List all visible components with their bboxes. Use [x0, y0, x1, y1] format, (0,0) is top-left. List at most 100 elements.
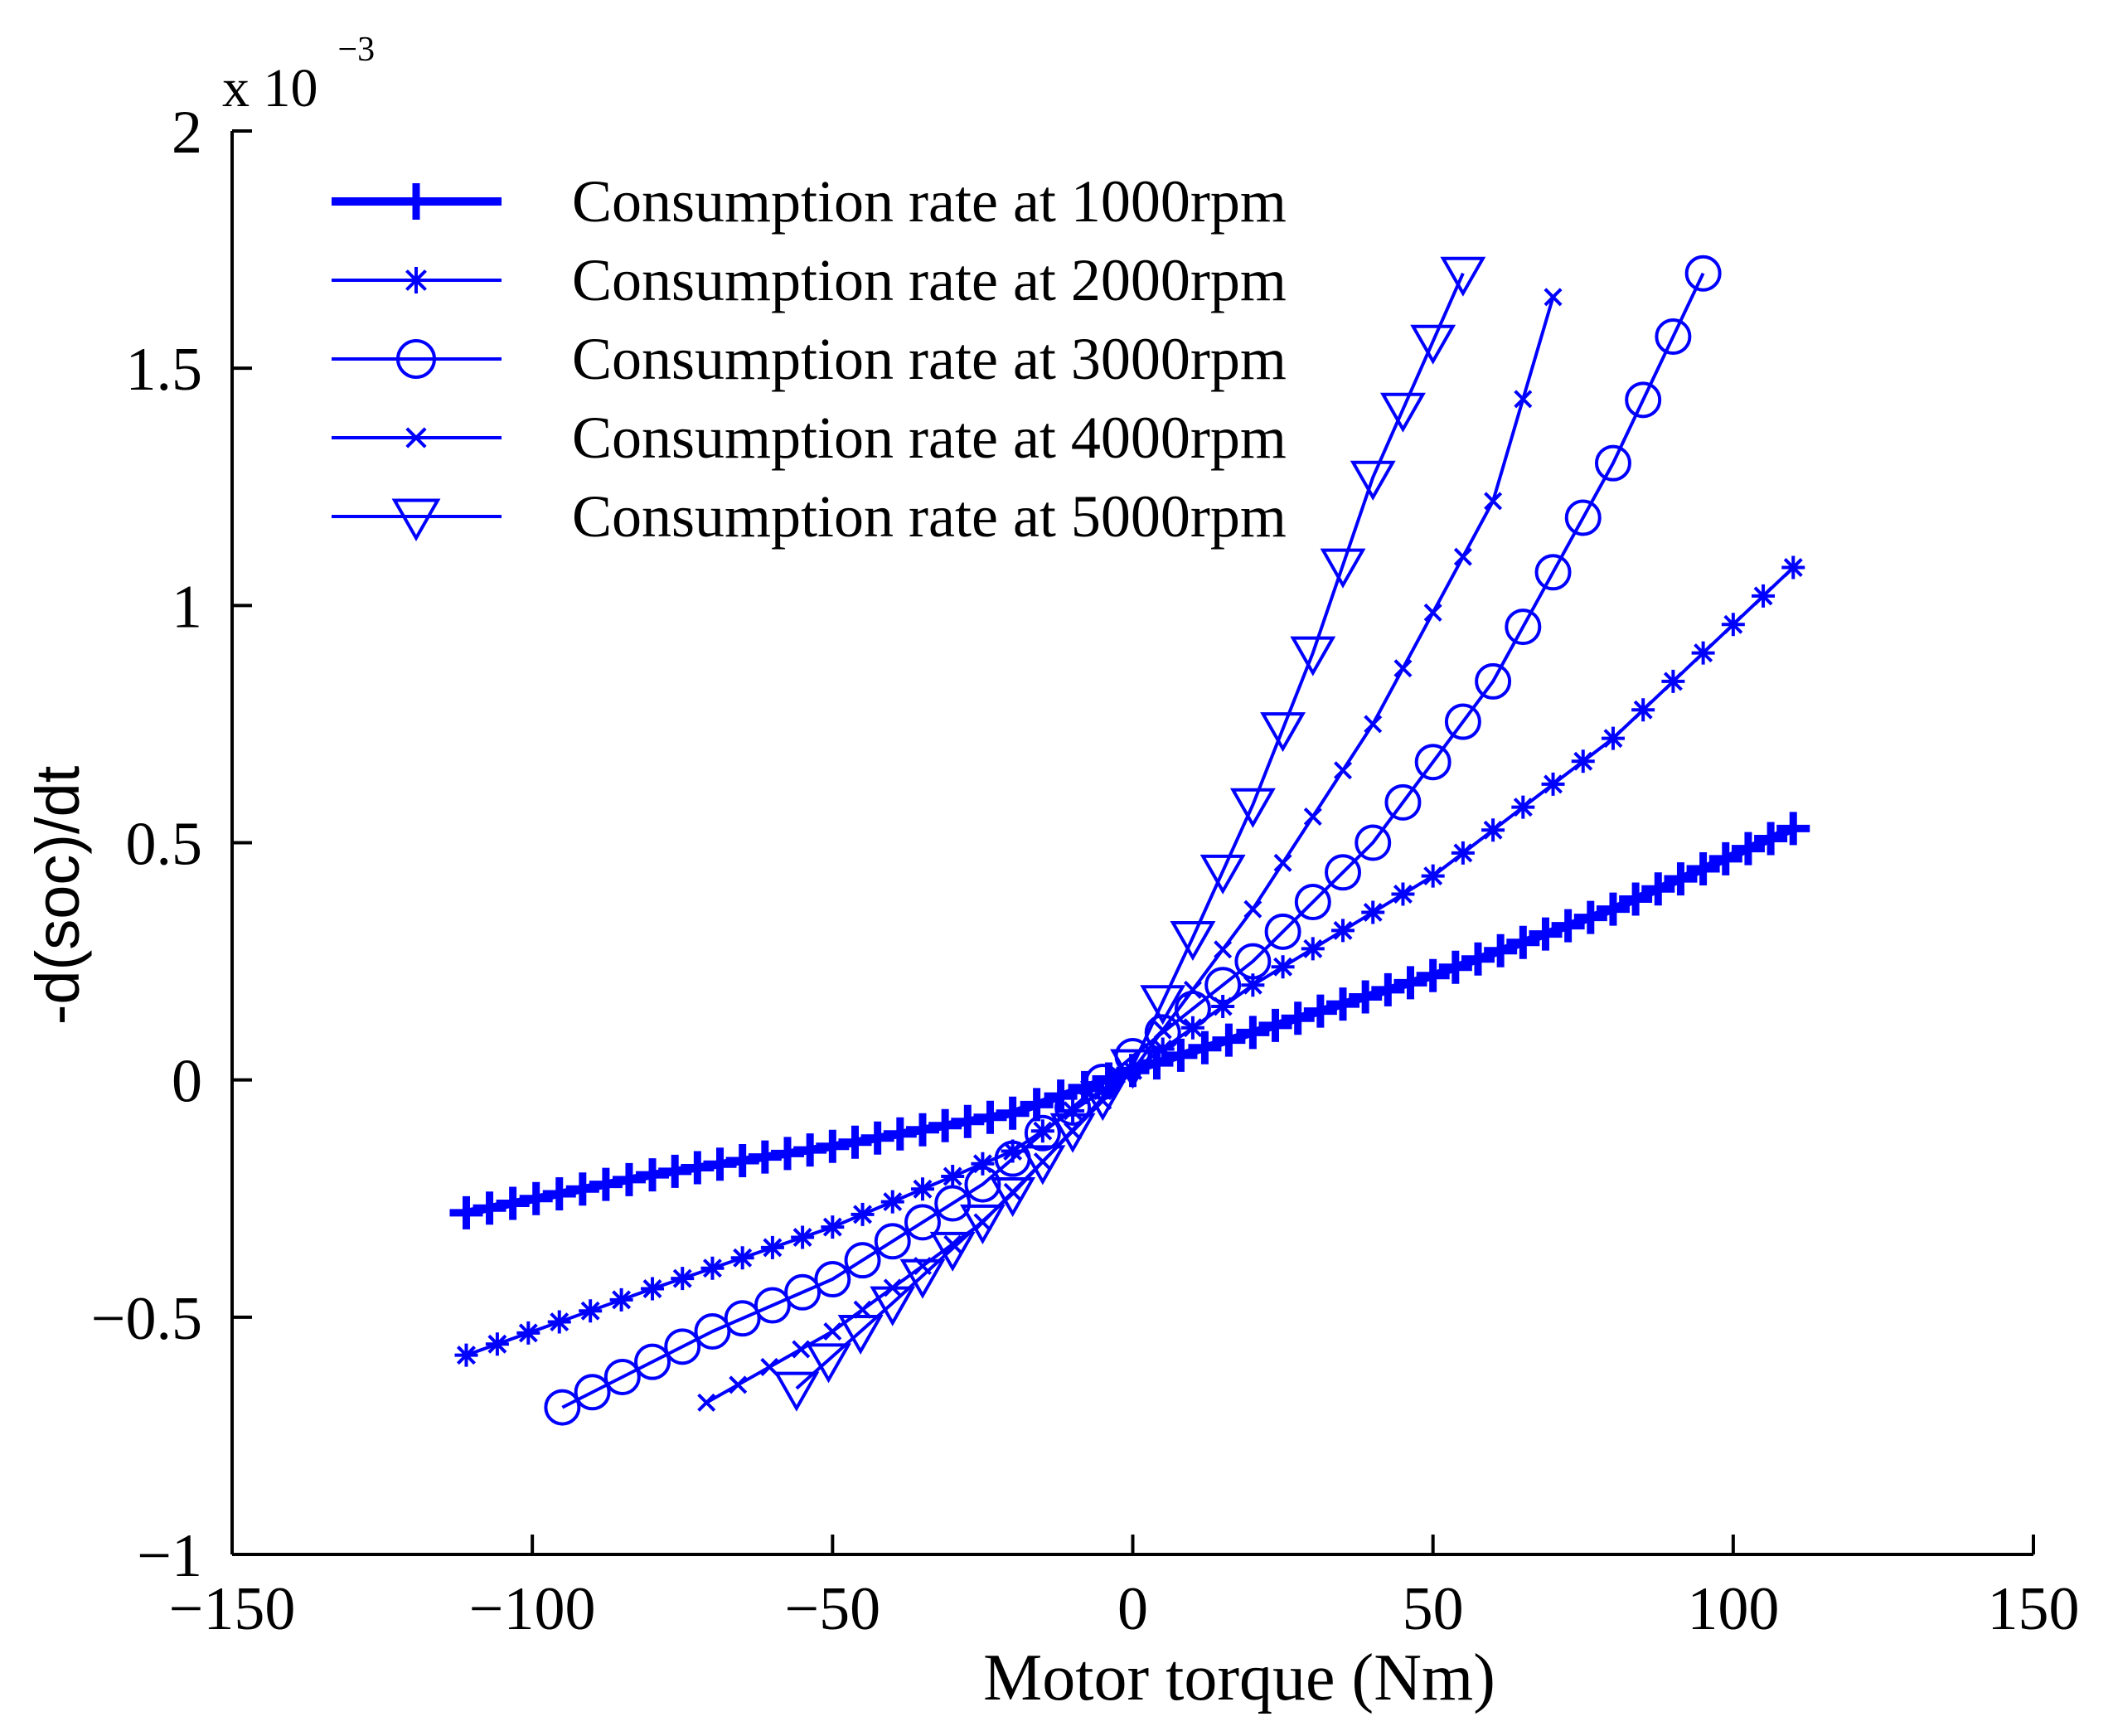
data-point — [1234, 943, 1272, 980]
asterisk-marker — [485, 1332, 509, 1356]
data-point — [1601, 726, 1625, 750]
asterisk-marker — [1180, 1016, 1204, 1040]
data-point — [838, 1125, 872, 1159]
asterisk-marker — [1571, 749, 1595, 773]
circle-marker — [396, 339, 436, 379]
x-marker — [1453, 547, 1472, 566]
data-point — [1229, 788, 1276, 828]
plus-marker — [1731, 832, 1765, 866]
data-point — [1326, 987, 1360, 1021]
data-point — [1110, 1049, 1156, 1089]
triangle-down-marker — [1020, 1145, 1066, 1186]
data-point — [990, 1177, 1036, 1218]
asterisk-marker — [910, 1177, 934, 1201]
asterisk-marker — [1301, 937, 1325, 961]
data-point — [634, 1343, 671, 1380]
triangle-down-marker — [1170, 920, 1216, 962]
data-point — [964, 1166, 1001, 1203]
circle-marker — [603, 1358, 641, 1395]
data-point — [405, 427, 427, 449]
data-point — [449, 1195, 483, 1229]
x-marker — [1334, 761, 1353, 780]
data-point — [1271, 955, 1295, 979]
data-point — [1423, 603, 1442, 622]
plus-marker — [449, 1195, 483, 1229]
data-point — [1661, 669, 1685, 693]
legend-label: Consumption rate at 2000rpm — [572, 247, 1287, 313]
data-point — [724, 1300, 761, 1337]
circle-marker — [1144, 1014, 1181, 1051]
data-point — [1301, 937, 1325, 961]
data-point — [1281, 1001, 1315, 1035]
asterisk-marker — [1541, 772, 1565, 796]
data-point — [851, 1202, 875, 1226]
data-point — [821, 1215, 845, 1239]
circle-marker — [634, 1343, 671, 1380]
x-axis-label: Motor torque (Nm) — [983, 1641, 1495, 1714]
data-point — [1438, 950, 1472, 984]
asterisk-marker — [880, 1190, 904, 1214]
y-tick-label: 2 — [172, 99, 202, 167]
data-point — [403, 267, 429, 293]
data-point — [1212, 1023, 1246, 1057]
data-point — [1153, 1021, 1172, 1040]
data-point — [773, 1371, 820, 1412]
series-line — [561, 272, 1705, 1409]
triangle-down-marker — [1410, 324, 1456, 365]
asterisk-marker — [971, 1152, 995, 1176]
data-point — [1594, 444, 1631, 482]
data-point — [1691, 641, 1715, 665]
plus-marker — [612, 1162, 646, 1196]
data-point — [603, 1358, 641, 1395]
data-point — [1020, 1088, 1054, 1122]
data-point — [754, 1287, 791, 1324]
data-point — [1686, 851, 1720, 885]
x-tick-label: 150 — [1988, 1575, 2080, 1643]
plus-marker — [1484, 933, 1518, 967]
triangle-down-marker — [1320, 548, 1366, 589]
data-point — [1564, 499, 1602, 536]
data-point — [1752, 584, 1776, 608]
data-point — [934, 1185, 972, 1222]
data-point — [1414, 744, 1451, 781]
plus-marker — [1686, 851, 1720, 885]
asterisk-marker — [454, 1343, 478, 1367]
data-point — [928, 1108, 962, 1142]
plus-marker — [1664, 862, 1698, 896]
data-point — [1544, 288, 1563, 307]
legend-item: Consumption rate at 2000rpm — [332, 247, 1287, 313]
data-point — [700, 1256, 725, 1280]
circle-marker — [694, 1313, 731, 1350]
asterisk-marker — [1631, 698, 1655, 722]
triangle-down-marker — [1260, 712, 1306, 753]
asterisk-marker — [579, 1299, 603, 1323]
legend-label: Consumption rate at 5000rpm — [572, 483, 1287, 550]
legend-item: Consumption rate at 4000rpm — [332, 405, 1287, 471]
plus-marker — [816, 1129, 850, 1163]
data-point — [1355, 824, 1392, 861]
circle-marker — [814, 1261, 851, 1298]
data-point — [1020, 1145, 1066, 1186]
data-point — [1484, 933, 1518, 967]
circle-marker — [1475, 662, 1512, 700]
data-point — [1236, 1016, 1270, 1050]
triangle-down-marker — [929, 1231, 976, 1272]
data-point — [1453, 547, 1472, 566]
circle-marker — [1684, 255, 1722, 292]
triangle-down-marker — [773, 1371, 820, 1412]
legend-label: Consumption rate at 1000rpm — [572, 168, 1287, 235]
data-point — [1421, 864, 1445, 888]
x-marker — [1153, 1021, 1172, 1040]
triangle-down-marker — [1140, 985, 1186, 1026]
data-point — [1416, 958, 1450, 992]
data-point — [565, 1172, 599, 1206]
plus-marker — [1461, 942, 1495, 976]
x-marker — [823, 1321, 842, 1341]
data-point — [1380, 392, 1426, 433]
data-point — [1571, 749, 1595, 773]
asterisk-marker — [1421, 864, 1445, 888]
data-point — [454, 1343, 478, 1367]
data-point — [1721, 613, 1745, 637]
circle-marker — [1625, 381, 1662, 419]
plus-marker — [1188, 1030, 1222, 1064]
